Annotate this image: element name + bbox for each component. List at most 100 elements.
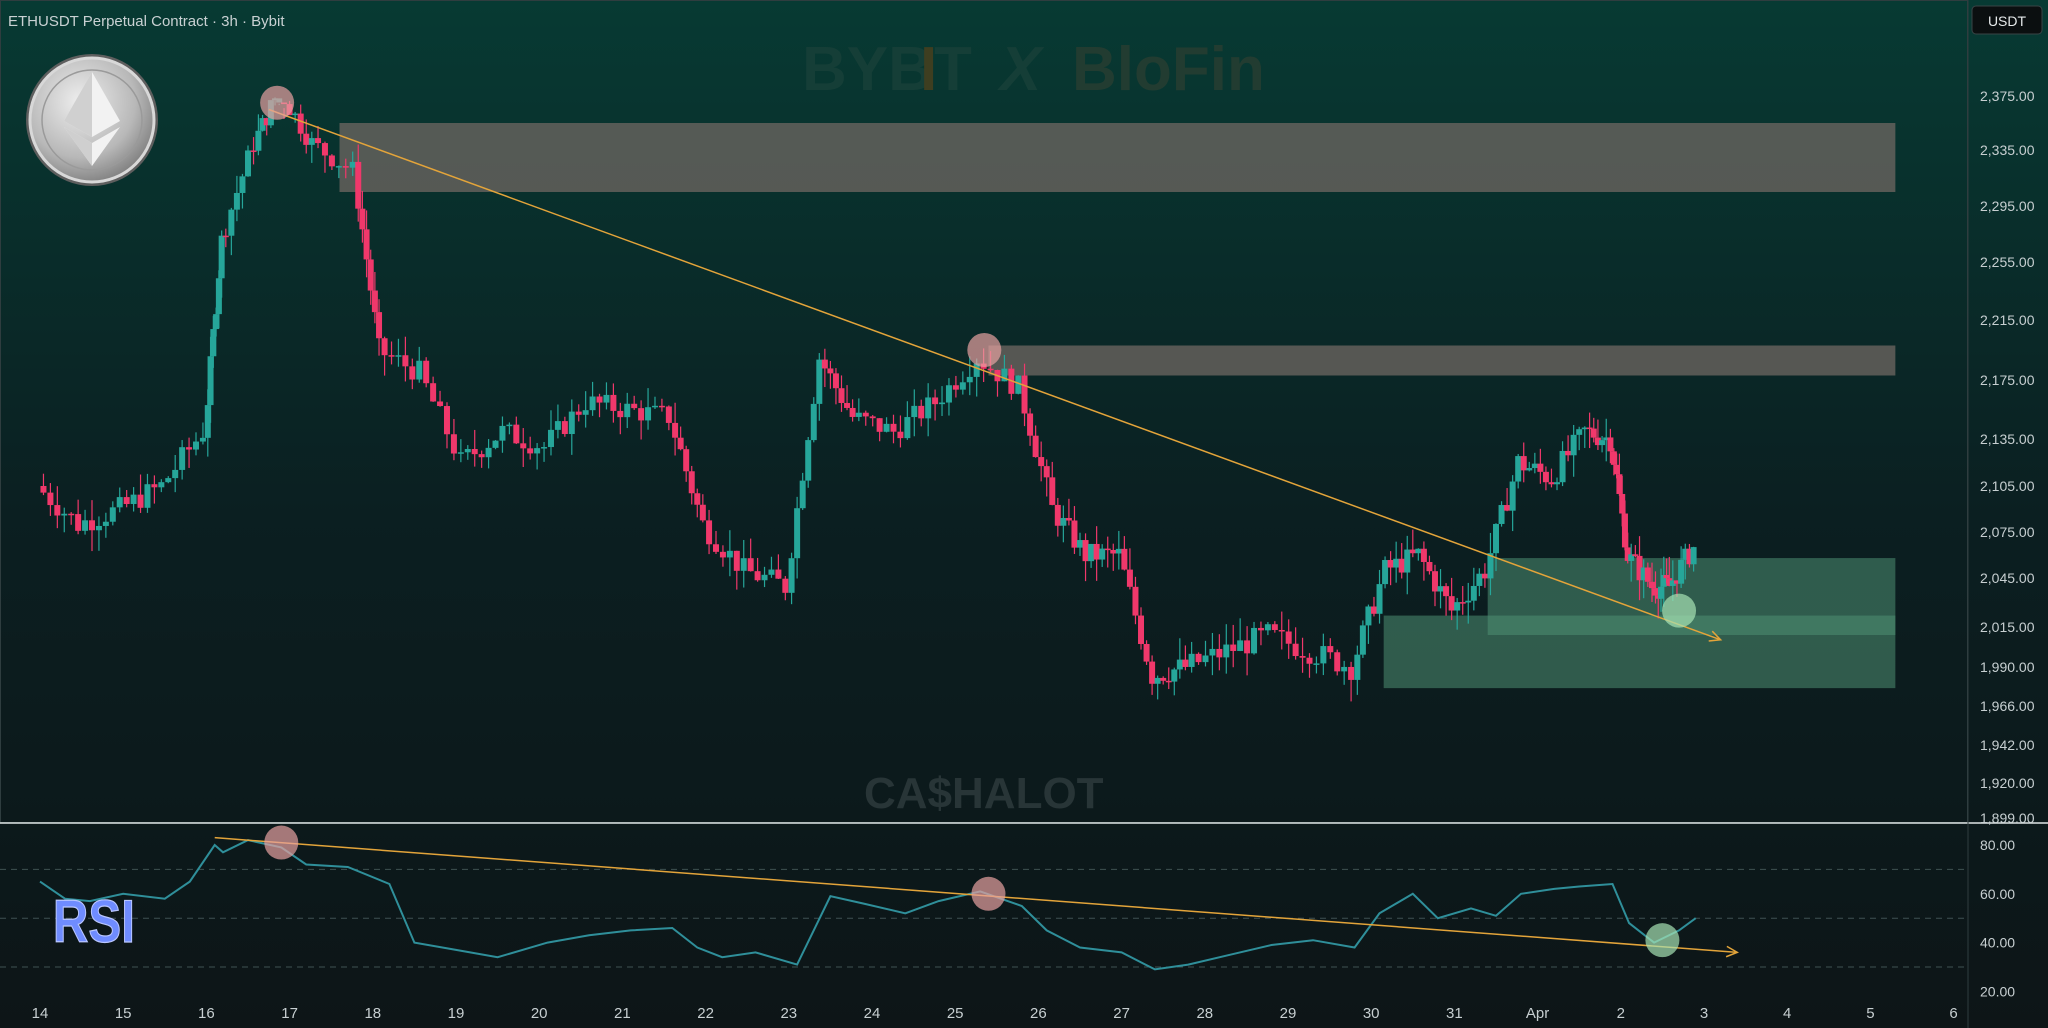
candle-body-207 <box>1334 652 1341 672</box>
candle-body-224 <box>1431 571 1438 592</box>
candle-body-66 <box>423 360 430 384</box>
candle-body-213 <box>1370 606 1377 614</box>
candle-body-276 <box>1669 580 1676 586</box>
rsi-marker-0 <box>264 825 299 860</box>
candle-body-252 <box>1586 427 1593 430</box>
rsi-tick-label-0: 80.00 <box>1980 837 2015 853</box>
candle-body-87 <box>568 411 575 435</box>
candle-body-258 <box>1610 451 1617 465</box>
candle-body-75 <box>485 447 492 458</box>
price-tick-label-1: 2,335.00 <box>1980 142 2035 158</box>
candle-body-204 <box>1313 663 1320 665</box>
candle-body-49 <box>321 143 328 156</box>
candle-body-80 <box>520 443 527 449</box>
candle-body-53 <box>349 161 356 168</box>
candle-body-231 <box>1470 585 1477 601</box>
time-tick-label-2: 16 <box>198 1005 215 1022</box>
candle-body-50 <box>328 155 335 167</box>
candle-body-149 <box>973 363 980 377</box>
rsi-tick-label-1: 60.00 <box>1980 886 2015 902</box>
candle-body-177 <box>1138 615 1145 644</box>
candle-body-105 <box>688 471 695 494</box>
candle-body-71 <box>457 452 464 454</box>
candle-body-36 <box>255 130 262 151</box>
time-tick-label-11: 25 <box>947 1005 964 1022</box>
time-tick-label-3: 17 <box>281 1005 298 1022</box>
candle-body-170 <box>1099 548 1106 560</box>
candle-body-205 <box>1320 646 1327 664</box>
time-tick-label-1: 15 <box>115 1005 132 1022</box>
candle-body-123 <box>805 440 812 481</box>
candle-body-210 <box>1354 654 1361 680</box>
candle-body-81 <box>527 448 534 454</box>
candle-body-161 <box>1049 477 1056 505</box>
candle-body-160 <box>1043 466 1050 478</box>
candle-body-16 <box>151 484 158 488</box>
candle-body-235 <box>1493 523 1499 554</box>
candle-body-146 <box>952 385 959 390</box>
candle-body-140 <box>911 405 918 418</box>
candle-body-200 <box>1285 631 1292 644</box>
candle-body-35 <box>250 150 257 152</box>
time-tick-label-4: 18 <box>364 1005 381 1022</box>
candle-body-113 <box>740 558 747 571</box>
candle-body-164 <box>1065 517 1072 521</box>
candle-body-31 <box>228 209 235 236</box>
candle-body-26 <box>210 329 217 357</box>
time-tick-label-5: 19 <box>448 1005 465 1022</box>
candle-body-167 <box>1082 540 1089 562</box>
candle-body-86 <box>561 421 568 435</box>
candle-body-34 <box>245 150 251 177</box>
candle-body-201 <box>1292 643 1299 657</box>
candle-body-228 <box>1454 602 1461 611</box>
candle-body-56 <box>363 229 370 260</box>
currency-button[interactable]: USDT <box>1971 5 2043 35</box>
candle-body-196 <box>1257 627 1264 631</box>
price-marker-1 <box>967 333 1002 367</box>
candle-body-142 <box>925 397 932 419</box>
candle-body-18 <box>165 478 172 483</box>
candle-body-139 <box>904 417 911 439</box>
candle-body-260 <box>1616 474 1623 494</box>
candle-body-254 <box>1594 437 1601 446</box>
candle-body-69 <box>443 406 450 435</box>
time-tick-label-22: 5 <box>1866 1005 1874 1022</box>
time-tick-label-21: 4 <box>1783 1005 1791 1022</box>
candle-body-54 <box>355 161 362 209</box>
candle-body-237 <box>1504 505 1511 511</box>
candle-body-125 <box>816 359 823 404</box>
candle-body-256 <box>1603 437 1610 441</box>
candle-body-279 <box>1682 548 1689 560</box>
candle-body-130 <box>844 402 851 408</box>
candle-body-172 <box>1110 550 1117 554</box>
candle-body-223 <box>1426 561 1433 572</box>
price-tick-label-9: 2,045.00 <box>1980 570 2035 586</box>
candle-body-248 <box>1565 450 1572 456</box>
candle-body-131 <box>849 407 856 417</box>
candle-body-91 <box>596 396 603 403</box>
candle-body-233 <box>1481 573 1488 579</box>
candle-body-92 <box>603 394 610 403</box>
candle-body-222 <box>1420 548 1427 562</box>
candle-body-3 <box>61 513 68 516</box>
candle-body-169 <box>1093 543 1100 560</box>
candle-body-168 <box>1088 543 1095 562</box>
candle-body-197 <box>1264 624 1271 631</box>
candle-body-9 <box>102 521 109 526</box>
candle-body-73 <box>471 449 478 455</box>
candle-body-221 <box>1415 548 1422 554</box>
candle-body-229 <box>1459 602 1466 604</box>
price-tick-label-11: 1,990.00 <box>1980 659 2035 675</box>
candle-body-183 <box>1171 669 1178 682</box>
candle-body-219 <box>1404 549 1411 573</box>
candle-body-274 <box>1663 574 1670 579</box>
candle-body-281 <box>1690 547 1697 565</box>
candle-body-162 <box>1054 504 1061 526</box>
candle-body-181 <box>1160 677 1167 681</box>
rsi-tick-label-2: 40.00 <box>1980 935 2015 951</box>
candle-body-266 <box>1636 555 1643 581</box>
symbol-title: ETHUSDT Perpetual Contract · 3h · Bybit <box>8 13 285 30</box>
candle-body-144 <box>939 402 946 405</box>
candle-body-89 <box>582 410 589 415</box>
